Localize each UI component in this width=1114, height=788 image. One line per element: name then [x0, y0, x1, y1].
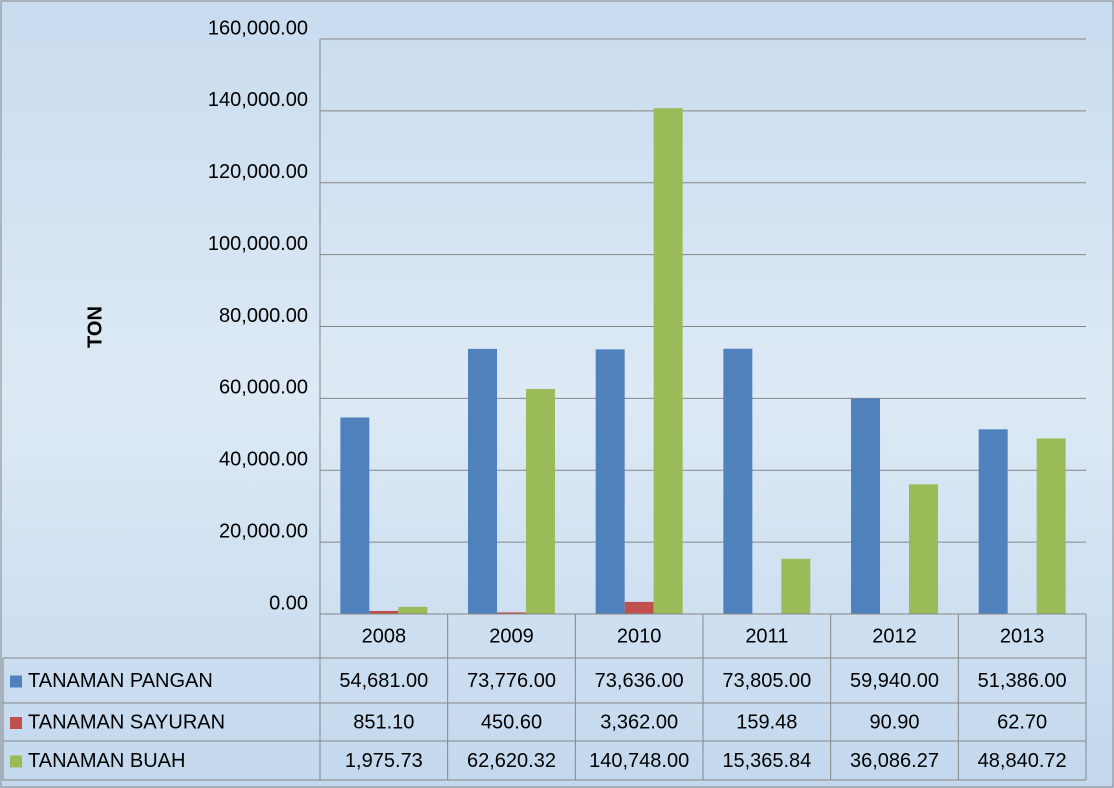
- y-tick-label: 40,000.00: [219, 449, 308, 471]
- legend-label: TANAMAN BUAH: [28, 750, 185, 772]
- x-tick-label: 2010: [617, 625, 662, 647]
- x-tick-label: 2012: [872, 625, 917, 647]
- bar: [979, 429, 1008, 614]
- table-value: 15,365.84: [722, 750, 811, 772]
- table-value: 73,776.00: [467, 670, 556, 692]
- bar: [340, 417, 369, 614]
- y-tick-label: 160,000.00: [208, 17, 308, 39]
- y-axis-label: TON: [84, 306, 106, 348]
- bar: [851, 399, 880, 614]
- table-value: 36,086.27: [850, 750, 939, 772]
- bar: [723, 349, 752, 614]
- y-tick-label: 0.00: [269, 592, 308, 614]
- bar: [909, 484, 938, 614]
- legend-key: [10, 756, 22, 768]
- bar: [625, 602, 654, 614]
- y-tick-label: 100,000.00: [208, 233, 308, 255]
- table-value: 3,362.00: [600, 711, 678, 733]
- bar: [654, 108, 683, 614]
- table-value: 159.48: [736, 711, 797, 733]
- table-value: 51,386.00: [978, 670, 1067, 692]
- table-value: 73,636.00: [595, 670, 684, 692]
- table-value: 851.10: [353, 711, 414, 733]
- x-tick-label: 2009: [489, 625, 534, 647]
- legend-key: [10, 717, 22, 729]
- bar: [526, 389, 555, 614]
- table-value: 73,805.00: [722, 670, 811, 692]
- table-value: 59,940.00: [850, 670, 939, 692]
- table-value: 62.70: [997, 711, 1047, 733]
- bar: [781, 559, 810, 614]
- table-value: 54,681.00: [339, 670, 428, 692]
- table-value: 62,620.32: [467, 750, 556, 772]
- table-value: 450.60: [481, 711, 542, 733]
- y-tick-label: 80,000.00: [219, 305, 308, 327]
- legend-label: TANAMAN PANGAN: [28, 670, 213, 692]
- x-tick-label: 2011: [745, 625, 788, 647]
- legend-label: TANAMAN SAYURAN: [28, 711, 225, 733]
- x-tick-label: 2013: [1000, 625, 1045, 647]
- table-value: 90.90: [869, 711, 919, 733]
- y-tick-label: 20,000.00: [219, 520, 308, 542]
- x-tick-label: 2008: [362, 625, 407, 647]
- bar: [398, 607, 427, 614]
- table-value: 48,840.72: [978, 750, 1067, 772]
- bar: [468, 349, 497, 614]
- y-tick-label: 120,000.00: [208, 161, 308, 183]
- bar: [596, 349, 625, 614]
- table-value: 140,748.00: [589, 750, 689, 772]
- table-value: 1,975.73: [345, 750, 423, 772]
- bar: [1037, 438, 1066, 614]
- legend-key: [10, 676, 22, 688]
- y-tick-label: 140,000.00: [208, 89, 308, 111]
- y-tick-label: 60,000.00: [219, 377, 308, 399]
- chart: TON 0.00 20,000.00 40,000.00 60,000.00 80,00…: [0, 0, 1114, 788]
